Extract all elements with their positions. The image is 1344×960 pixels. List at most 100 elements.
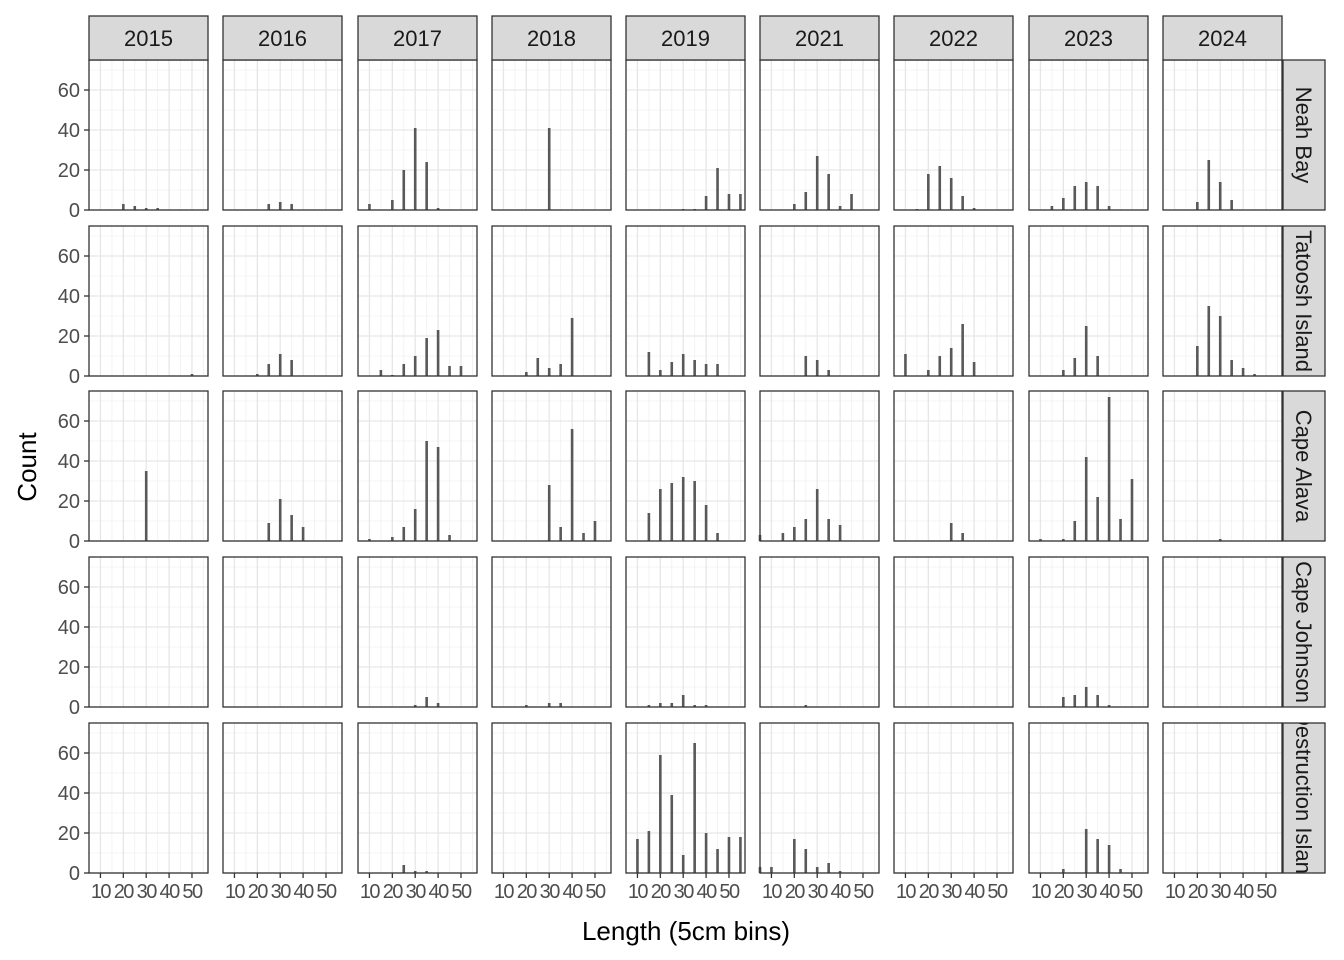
- panel-cape-johnson-2016: [222, 556, 343, 708]
- strip-neah-bay: [1282, 59, 1326, 211]
- bar: [716, 533, 719, 541]
- bar: [704, 833, 708, 873]
- strip-label-2015: 2015: [124, 26, 173, 51]
- bar: [804, 705, 808, 707]
- panel-cape-alava-2021: [758, 390, 880, 542]
- panel-neah-bay-2016: [222, 59, 343, 211]
- bar: [1062, 198, 1065, 210]
- bar: [827, 519, 830, 541]
- bar: [670, 483, 674, 541]
- panel-cape-johnson-2024: [1162, 556, 1283, 708]
- bar: [413, 356, 417, 376]
- bar: [1230, 360, 1233, 376]
- x-tick-label: 20: [517, 881, 538, 903]
- strip-label-group: Cape Alava: [1291, 410, 1316, 523]
- panel-background: [358, 557, 477, 707]
- bar: [927, 370, 930, 376]
- x-tick-label: 10: [225, 881, 246, 903]
- bar: [1062, 697, 1065, 707]
- bar: [670, 795, 674, 873]
- bar: [770, 867, 773, 873]
- x-tick-label: 50: [182, 881, 203, 903]
- x-tick-label: 40: [830, 881, 851, 903]
- strip-label-2016: 2016: [258, 26, 307, 51]
- panel-destruction-island-2016: [222, 722, 343, 874]
- panel-background: [223, 60, 342, 210]
- bar: [1218, 316, 1222, 376]
- bar: [739, 837, 742, 873]
- panel-background: [1029, 723, 1148, 873]
- panel-background: [89, 723, 208, 873]
- bar: [436, 330, 440, 376]
- bar: [804, 519, 808, 541]
- panel-background: [626, 60, 745, 210]
- bar: [290, 515, 293, 541]
- bar: [1196, 202, 1199, 210]
- bar: [781, 533, 785, 541]
- panel-neah-bay-2015: [88, 59, 209, 211]
- panel-border: [1028, 225, 1149, 377]
- y-axis: 0 20 40 60 0 20 40 60 0 20 40 60 0 20 40 60 0 20 40 60: [58, 80, 89, 885]
- bar: [659, 703, 662, 707]
- bar: [1119, 869, 1122, 873]
- strip-label-2018: 2018: [527, 26, 576, 51]
- strip-label-group: Destruction Island: [1291, 723, 1316, 873]
- bar: [436, 208, 440, 210]
- panel-neah-bay-2023: [1028, 59, 1149, 211]
- bar: [815, 156, 819, 210]
- panel-background: [358, 226, 477, 376]
- bar: [739, 194, 742, 210]
- bar: [1096, 186, 1099, 210]
- panel-grid: [88, 59, 1283, 874]
- panel-cape-alava-2015: [88, 390, 209, 542]
- bar: [391, 537, 394, 541]
- bar: [1096, 839, 1099, 873]
- bar: [122, 204, 125, 210]
- bar: [290, 204, 293, 210]
- panel-border: [88, 225, 209, 377]
- bar: [525, 705, 528, 707]
- bar: [133, 206, 137, 210]
- panel-cape-johnson-2018: [491, 556, 612, 708]
- bar: [693, 705, 696, 707]
- panel-border: [893, 722, 1014, 874]
- panel-neah-bay-2022: [893, 59, 1014, 211]
- bar: [413, 871, 417, 873]
- bar: [647, 513, 651, 541]
- strip-2022: [893, 15, 1014, 61]
- panel-destruction-island-2023: [1028, 722, 1149, 874]
- panel-border: [222, 390, 343, 542]
- x-tick-label: 50: [987, 881, 1008, 903]
- panel-background: [760, 723, 879, 873]
- x-tick-label: 30: [540, 881, 561, 903]
- y-tick-label: 20: [58, 657, 80, 679]
- panel-border: [491, 390, 612, 542]
- bar: [425, 162, 428, 210]
- panel-background: [89, 391, 208, 541]
- bar: [301, 527, 305, 541]
- panel-border: [893, 390, 1014, 542]
- bar: [1207, 160, 1211, 210]
- panel-destruction-island-2024: [1162, 722, 1283, 874]
- strip-label-2021: 2021: [795, 26, 844, 51]
- x-tick-label: 50: [719, 881, 740, 903]
- strip-label-group: Cape Johnson: [1291, 561, 1316, 703]
- bar: [1107, 206, 1111, 210]
- bar: [547, 703, 551, 707]
- y-tick-label: 60: [58, 577, 80, 599]
- bar: [1130, 479, 1134, 541]
- bar: [1084, 687, 1088, 707]
- bar: [1096, 695, 1099, 707]
- panel-background: [1163, 391, 1282, 541]
- panel-border: [893, 225, 1014, 377]
- panel-tatoosh-island-2019: [625, 225, 746, 377]
- panel-neah-bay-2021: [759, 59, 880, 211]
- panel-background: [760, 226, 879, 376]
- panel-tatoosh-island-2021: [759, 225, 880, 377]
- panel-border: [1028, 556, 1149, 708]
- strip-label-2022: 2022: [929, 26, 978, 51]
- strip-2023: [1028, 15, 1149, 61]
- bar: [425, 697, 428, 707]
- y-tick-label: 60: [58, 246, 80, 268]
- panel-border: [357, 556, 478, 708]
